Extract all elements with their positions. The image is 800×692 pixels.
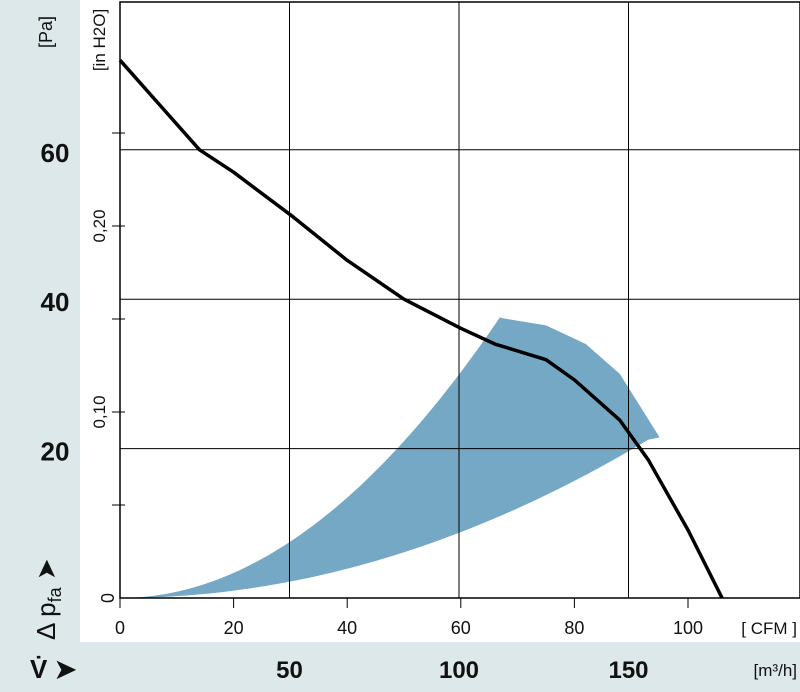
x-tick-label: 100 bbox=[673, 618, 703, 638]
y2-tick-label: 0,20 bbox=[90, 209, 109, 242]
x2-tick-label: 50 bbox=[276, 657, 303, 684]
flow-symbol: V̇ ➤ bbox=[30, 654, 77, 684]
x2-tick-label: 100 bbox=[439, 657, 479, 684]
x-tick-label: 0 bbox=[115, 618, 125, 638]
y-tick-label: 20 bbox=[41, 437, 70, 467]
plot-frame bbox=[119, 1, 800, 599]
y2-tick-label: 0,10 bbox=[90, 395, 109, 428]
x-tick-label: 20 bbox=[224, 618, 244, 638]
y-axis-label: [Pa] bbox=[36, 16, 56, 48]
x-tick-label: 80 bbox=[564, 618, 584, 638]
fan-curve-line bbox=[118, 58, 724, 599]
x2-tick-label: 150 bbox=[608, 657, 648, 684]
x-axis-label: [ CFM ] bbox=[741, 619, 797, 638]
operating-region bbox=[120, 316, 660, 598]
y-tick-label: 60 bbox=[41, 138, 70, 168]
x2-axis-label: [m³/h] bbox=[754, 661, 797, 680]
y-tick-label: 40 bbox=[41, 287, 70, 317]
plot-background bbox=[80, 0, 800, 642]
pressure-symbol: Δ pfa ➤ bbox=[31, 558, 65, 640]
x-tick-label: 40 bbox=[337, 618, 357, 638]
y2-tick-label-zero: 0 bbox=[98, 593, 118, 603]
x-tick-label: 60 bbox=[451, 618, 471, 638]
y2-axis-label: [in H2O] bbox=[90, 9, 109, 71]
